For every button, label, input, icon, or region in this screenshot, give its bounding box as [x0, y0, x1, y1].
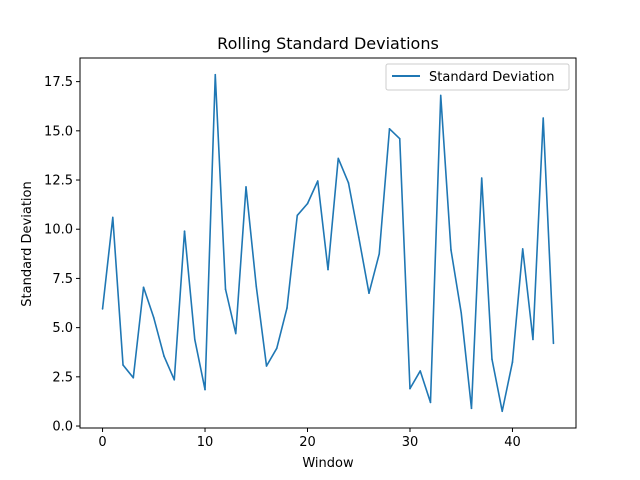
data-point — [337, 157, 340, 160]
plot-frame — [79, 57, 577, 429]
y-tick-label: 0.0 — [52, 420, 73, 435]
data-point — [111, 216, 114, 219]
data-point — [204, 388, 206, 391]
data-point — [183, 230, 186, 232]
plot-area — [79, 57, 577, 429]
x-tick-label: 40 — [504, 435, 521, 450]
data-point — [122, 364, 124, 366]
data-point — [450, 249, 452, 251]
x-tick-label: 30 — [402, 435, 419, 450]
data-point — [327, 268, 329, 271]
data-point — [491, 358, 493, 360]
x-axis-label: Window — [302, 456, 354, 471]
data-point — [439, 94, 442, 97]
data-point — [511, 361, 514, 363]
data-point — [265, 365, 268, 367]
data-point — [163, 355, 165, 357]
x-tick-label: 20 — [299, 435, 316, 450]
data-point — [398, 137, 401, 140]
y-tick-label: 17.5 — [44, 75, 73, 90]
x-tick-label: 0 — [98, 435, 106, 450]
legend-entry-label: Standard Deviation — [429, 70, 554, 85]
data-point — [316, 180, 319, 182]
data-point — [173, 378, 176, 381]
data-point — [460, 312, 463, 314]
data-point — [224, 288, 227, 291]
data-point — [409, 387, 411, 390]
data-point — [368, 292, 370, 294]
data-point — [532, 338, 534, 341]
y-tick-label: 5.0 — [52, 321, 73, 336]
data-point — [521, 248, 524, 250]
data-point — [193, 338, 196, 341]
data-point — [296, 214, 299, 217]
data-point — [101, 308, 104, 310]
y-axis-label: Standard Deviation — [20, 181, 35, 306]
data-point — [234, 332, 237, 335]
chart-title: Rolling Standard Deviations — [217, 34, 439, 53]
data-point — [470, 407, 473, 410]
y-tick-label: 15.0 — [44, 124, 73, 139]
data-point — [152, 316, 155, 319]
legend: Standard Deviation — [385, 63, 570, 91]
data-point — [542, 117, 545, 119]
y-tick-label: 10.0 — [44, 223, 73, 238]
data-point — [357, 236, 360, 238]
x-tick-label: 10 — [197, 435, 214, 450]
data-point — [378, 253, 381, 255]
y-axis: 0.0 2.5 5.0 7.5 10.0 12.5 15.0 17.5 — [44, 75, 80, 435]
data-point — [501, 410, 504, 413]
data-point — [388, 128, 391, 130]
data-point — [429, 401, 432, 404]
data-point — [132, 377, 135, 379]
data-point — [286, 307, 288, 309]
y-tick-label: 12.5 — [44, 174, 73, 189]
y-tick-label: 2.5 — [52, 370, 73, 385]
data-point — [245, 186, 247, 188]
data-point — [255, 285, 258, 288]
data-point — [552, 342, 555, 345]
x-axis: 0 10 20 30 40 — [98, 428, 521, 450]
data-point — [480, 177, 483, 179]
data-point — [347, 182, 350, 184]
data-point — [214, 73, 217, 76]
y-tick-label: 7.5 — [52, 272, 73, 287]
data-point — [306, 202, 309, 205]
series-line — [101, 73, 555, 413]
data-point — [275, 347, 278, 350]
legend-box — [385, 63, 570, 91]
data-point — [419, 370, 422, 372]
data-point — [142, 286, 145, 289]
